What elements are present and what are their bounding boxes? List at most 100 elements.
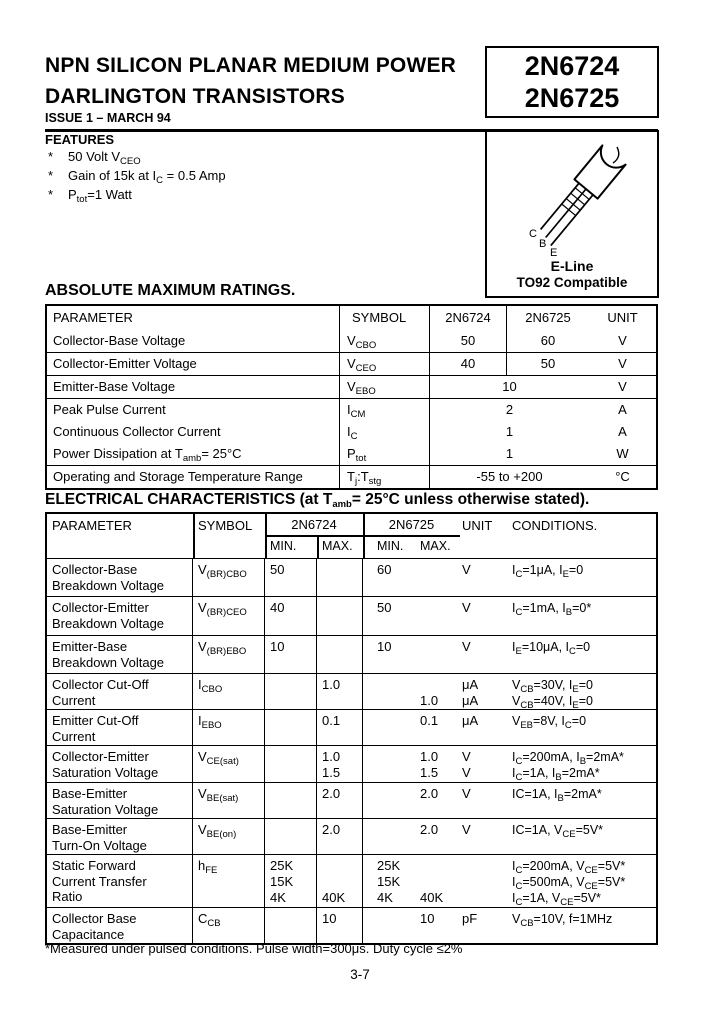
unit-cell: V — [618, 356, 627, 371]
param-cell: Collector Cut-Off Current — [47, 674, 193, 709]
symbol-cell: ICBO — [193, 674, 265, 709]
symbol-cell: IC — [340, 421, 430, 443]
symbol-cell: VEBO — [340, 376, 430, 398]
col-unit: UNIT — [462, 518, 493, 533]
min-value-2n6725: 15K — [377, 874, 401, 889]
value-cell-2n6725: 60 — [540, 333, 556, 348]
pin-label-e: E — [550, 247, 557, 258]
max-value: 2.0 — [322, 822, 341, 837]
param-cell: Collector-Emitter Breakdown Voltage — [47, 597, 193, 635]
symbol-header: SYMBOL — [340, 306, 430, 330]
unit-cell: V — [462, 562, 471, 577]
min-value — [265, 749, 316, 765]
min-value-2n6725: 4K — [377, 890, 393, 905]
min-value: 40 — [270, 600, 285, 615]
col-min-6724: MIN. — [270, 539, 297, 553]
conditions-cell: VCB=30V, IE=0 — [512, 678, 593, 695]
conditions-cell: IC=1A, VCE=5V* — [512, 891, 601, 908]
unit-cell: μA — [462, 677, 479, 692]
package-box: C B E E-Line TO92 Compatible — [485, 130, 659, 298]
param-line: Saturation Voltage — [52, 764, 159, 780]
page-title: NPN SILICON PLANAR MEDIUM POWER DARLINGT… — [45, 50, 456, 112]
value-cell-merged: 2 — [505, 402, 514, 417]
issue-line: ISSUE 1 – MARCH 94 — [45, 111, 171, 125]
value-line: 2.0 V IC=1A, IB=2mA* — [363, 786, 656, 803]
max-value — [317, 874, 362, 890]
max-value — [317, 693, 362, 709]
min-value — [265, 677, 316, 693]
col-max-6724: MAX. — [322, 539, 353, 553]
table-row: Collector-Base Voltage VCBO 50 60 V — [47, 330, 656, 352]
value-line: 1.0 μA VCB=40V, IE=0 — [363, 693, 656, 711]
abs-max-heading: ABSOLUTE MAXIMUM RATINGS. — [45, 282, 296, 299]
conditions-cell: VCB=40V, IE=0 — [512, 694, 593, 711]
value-line: 15K IC=500mA, VCE=5V* — [363, 874, 656, 891]
conditions-cell: VCB=10V, f=1MHz — [512, 912, 613, 929]
param-line: Collector-Emitter — [52, 600, 149, 615]
max-value-2n6725: 40K — [420, 890, 444, 905]
param-line: Collector-Base — [52, 562, 138, 577]
table-row: Collector Base Capacitance CCB 10 10 pF VCB=1… — [47, 907, 656, 943]
unit-cell: W — [616, 446, 629, 461]
page-number: 3-7 — [350, 967, 370, 982]
param-cell: Static Forward Current Transfer Ratio — [47, 855, 193, 907]
param-line: Current — [52, 728, 96, 744]
values-conditions-cell: 2.0 V IC=1A, VCE=5V* — [363, 819, 656, 854]
param-line: Ratio — [52, 889, 83, 904]
min-value — [265, 911, 316, 927]
value-cell-2n6724: 50 — [430, 330, 507, 352]
col-conditions: CONDITIONS. — [512, 518, 598, 533]
features-heading: FEATURES — [45, 132, 115, 147]
max-value-2n6725: 1.0 — [420, 693, 439, 708]
symbol-cell: Ptot — [340, 443, 430, 465]
package-type-label: E-Line — [550, 258, 594, 274]
part-number-1: 2N6724 — [524, 51, 620, 81]
symbol-cell: CCB — [193, 908, 265, 943]
table-row: Power Dissipation at Tamb= 25°C Ptot 1 W — [47, 443, 656, 465]
max-value — [317, 639, 362, 655]
min-cell-2n6724: 40 — [265, 597, 317, 635]
min-cell-2n6724 — [265, 674, 317, 709]
max-value — [317, 858, 362, 874]
conditions-cell: IC=200mA, VCE=5V* — [512, 859, 626, 876]
table-row: Operating and Storage Temperature Range T… — [47, 465, 656, 488]
param-line: Static Forward — [52, 858, 136, 873]
param-cell: Operating and Storage Temperature Range — [47, 466, 340, 488]
feature-text: Gain of 15k at IC = 0.5 Amp — [68, 168, 226, 186]
min-cell-2n6724 — [265, 746, 317, 782]
table-row: Collector-Emitter Breakdown Voltage V(BR)C… — [47, 596, 656, 635]
max-cell-2n6724 — [317, 636, 363, 673]
col-min-6725: MIN. — [377, 539, 404, 553]
param-line: Base-Emitter — [52, 822, 128, 837]
value-cell-2n6724: 40 — [430, 353, 507, 375]
col-parameter: PARAMETER — [52, 518, 132, 533]
param-line: Breakdown Voltage — [52, 577, 165, 593]
unit-cell: pF — [462, 911, 478, 926]
symbol-cell: VCE(sat) — [193, 746, 265, 782]
param-line: Capacitance — [52, 926, 125, 942]
min-cell-2n6724 — [265, 908, 317, 943]
param-cell: Collector-Base Breakdown Voltage — [47, 559, 193, 596]
max-value-2n6725: 1.0 — [420, 749, 439, 764]
param-header: PARAMETER — [47, 306, 340, 330]
min-cell-2n6724: 50 — [265, 559, 317, 596]
table-row: Collector-Emitter Voltage VCEO 40 50 V — [47, 352, 656, 375]
values-conditions-cell: 2.0 V IC=1A, IB=2mA* — [363, 783, 656, 818]
unit-cell: μA — [462, 693, 479, 708]
min-cell-2n6724 — [265, 710, 317, 745]
param-line: Current Transfer — [52, 873, 147, 889]
col-2n6725: 2N6725 — [388, 517, 435, 532]
min-value — [265, 786, 316, 802]
feature-text: 50 Volt VCEO — [68, 149, 141, 167]
max-cell-2n6724: 2.0 — [317, 819, 363, 854]
elec-table-header: PARAMETER SYMBOL 2N6724 2N6725 MIN. MAX.… — [47, 514, 656, 559]
max-cell-2n6724 — [317, 559, 363, 596]
values-conditions-cell: μA VCB=30V, IE=0 1.0 μA VCB=40V, IE=0 — [363, 674, 656, 711]
value-line: 1.5 V IC=1A, IB=2mA* — [363, 765, 656, 782]
unit-header: UNIT — [607, 310, 638, 325]
unit-cell: V — [462, 639, 471, 654]
max-value: 40K — [322, 890, 346, 905]
max-value-2n6725: 2.0 — [420, 786, 439, 801]
param-line: Collector Cut-Off — [52, 677, 149, 692]
max-cell-2n6724: 1.0 — [317, 674, 363, 709]
